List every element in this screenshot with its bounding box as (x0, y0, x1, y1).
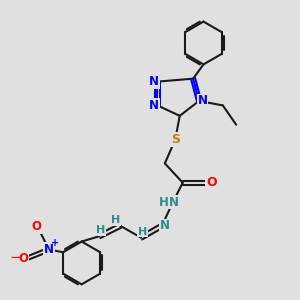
Text: H: H (159, 196, 169, 208)
Text: H: H (96, 225, 106, 235)
Text: N: N (198, 94, 208, 107)
Text: +: + (51, 238, 59, 248)
Text: N: N (169, 196, 179, 208)
Text: O: O (18, 252, 28, 265)
Text: N: N (44, 243, 54, 256)
Text: H: H (138, 227, 147, 237)
Text: H: H (111, 215, 120, 225)
Text: S: S (171, 133, 180, 146)
Text: O: O (206, 176, 217, 189)
Text: N: N (160, 219, 170, 232)
Text: −: − (9, 250, 22, 265)
Text: N: N (149, 75, 159, 88)
Text: O: O (31, 220, 41, 233)
Text: N: N (149, 99, 159, 112)
